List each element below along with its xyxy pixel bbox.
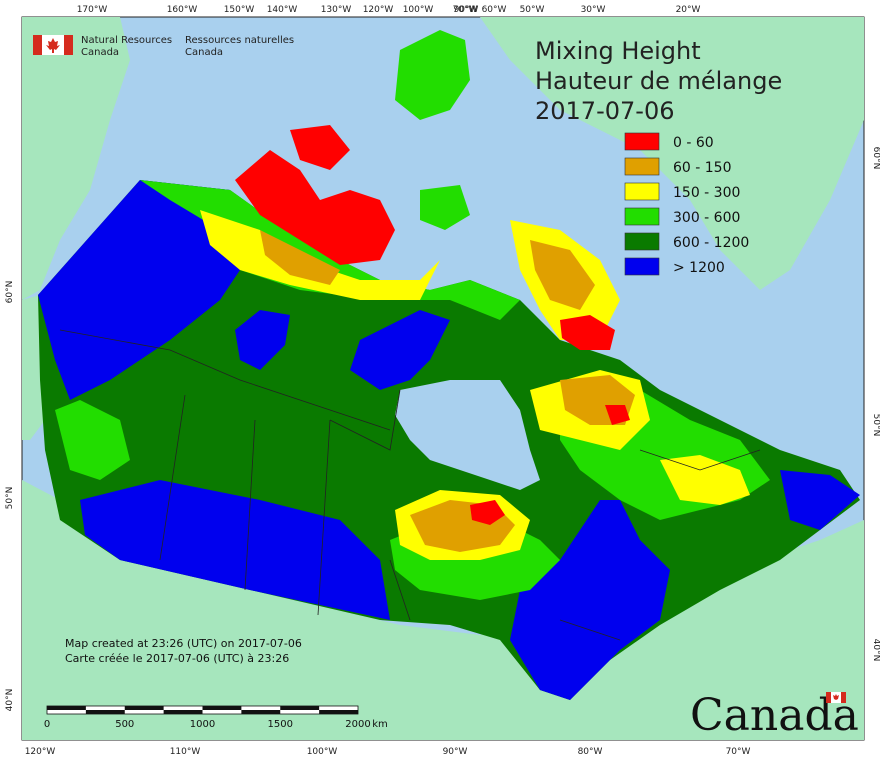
map-date: 2017-07-06 bbox=[535, 97, 674, 125]
scale-label: 500 bbox=[115, 719, 134, 730]
lon-label-top: 30°W bbox=[581, 5, 606, 15]
greenland-land bbox=[480, 17, 864, 290]
lon-label-top: 120°W bbox=[363, 5, 394, 15]
legend: 0 - 60 60 - 150 150 - 300 300 - 600 600 - 12… bbox=[624, 132, 749, 276]
graticule-top-labels: 170°W 160°W 150°W 140°W 130°W 120°W 100°W 90°W7… bbox=[77, 5, 701, 15]
legend-label: 300 - 600 bbox=[673, 210, 740, 226]
lon-label-top: 140°W bbox=[267, 5, 298, 15]
title-fr: Hauteur de mélange bbox=[535, 67, 782, 95]
lon-label-bottom: 120°W bbox=[25, 747, 56, 757]
legend-label: 60 - 150 bbox=[673, 160, 732, 176]
lat-label-left: 50°N bbox=[5, 487, 15, 510]
graticule-bottom-labels: 120°W 110°W 100°W 90°W 80°W 70°W bbox=[25, 747, 751, 757]
lat-label-right: 60°N bbox=[871, 147, 880, 170]
agency-fr-line1: Ressources naturelles bbox=[185, 35, 294, 46]
lon-label-bottom: 70°W bbox=[726, 747, 751, 757]
graticule-right-labels: 60°N 50°N 40°N bbox=[871, 147, 880, 662]
light-green-arctic-band bbox=[140, 180, 520, 320]
lon-label-top: 100°W bbox=[403, 5, 434, 15]
lon-label-top: 150°W bbox=[224, 5, 255, 15]
ellesmere-green bbox=[395, 30, 470, 120]
legend-swatch bbox=[624, 232, 660, 251]
lon-label-top: 160°W bbox=[167, 5, 198, 15]
red-baffin bbox=[290, 125, 350, 170]
blue-west-region bbox=[38, 180, 240, 400]
orange-arctic bbox=[260, 230, 340, 285]
agency-en-line2: Canada bbox=[81, 47, 119, 58]
agency-fr-line2: Canada bbox=[185, 47, 223, 58]
lon-label-top: 130°W bbox=[321, 5, 352, 15]
canada-wordmark: Canada bbox=[690, 690, 859, 741]
scale-unit: km bbox=[372, 719, 388, 730]
lat-label-left: 60°N bbox=[5, 281, 15, 304]
lon-label-top: 170°W bbox=[77, 5, 108, 15]
legend-swatch bbox=[624, 132, 660, 151]
usa-land bbox=[22, 480, 864, 740]
map-area bbox=[22, 17, 864, 740]
legend-swatch bbox=[624, 257, 660, 276]
lon-label-bottom: 90°W bbox=[443, 747, 468, 757]
legend-label: 150 - 300 bbox=[673, 185, 740, 201]
scale-segment bbox=[202, 706, 242, 710]
hudson-bay bbox=[395, 380, 540, 490]
legend-swatch bbox=[624, 182, 660, 201]
blue-prairie-region bbox=[80, 480, 390, 620]
lon-label-bottom: 80°W bbox=[578, 747, 603, 757]
light-green-bc-coast bbox=[55, 400, 130, 480]
yellow-quebec-east bbox=[660, 455, 750, 505]
scale-label: 1500 bbox=[268, 719, 293, 730]
lon-label-top: 50°W bbox=[520, 5, 545, 15]
scale-label: 2000 bbox=[345, 719, 370, 730]
alaska-land bbox=[22, 17, 130, 300]
blue-hudson-west bbox=[350, 310, 450, 390]
blue-ontario-region bbox=[510, 500, 670, 700]
lat-label-right: 40°N bbox=[871, 639, 880, 662]
agency-en-line1: Natural Resources bbox=[81, 35, 172, 46]
scale-segment bbox=[47, 706, 86, 710]
legend-label: > 1200 bbox=[673, 260, 725, 276]
lon-label-top: 70°W bbox=[453, 5, 478, 15]
lon-label-bottom: 110°W bbox=[170, 747, 201, 757]
red-quebec bbox=[605, 405, 630, 425]
lon-label-top: 90°W bbox=[454, 5, 479, 15]
legend-label: 0 - 60 bbox=[673, 135, 714, 151]
created-note-en: Map created at 23:26 (UTC) on 2017-07-06 bbox=[65, 637, 302, 650]
scale-segment bbox=[319, 710, 358, 714]
scale-label: 1000 bbox=[190, 719, 215, 730]
blue-nunavut-lake bbox=[235, 310, 290, 370]
lat-label-right: 50°N bbox=[871, 414, 880, 437]
lon-label-top: 60°W bbox=[482, 5, 507, 15]
scale-bar: 0 500 1000 1500 2000 km bbox=[44, 705, 388, 730]
title-block: Mixing Height Hauteur de mélange 2017-07… bbox=[535, 37, 782, 125]
legend-label: 600 - 1200 bbox=[673, 235, 749, 251]
orange-labrador bbox=[530, 240, 595, 310]
yellow-arctic-coast bbox=[200, 210, 440, 300]
blue-atlantic-region bbox=[780, 470, 860, 530]
scale-label: 0 bbox=[44, 719, 50, 730]
scale-segment bbox=[241, 710, 281, 714]
wordmark-flag-icon bbox=[826, 692, 846, 703]
legend-swatch bbox=[624, 157, 660, 176]
red-ontario bbox=[470, 500, 505, 525]
scale-segment bbox=[163, 710, 203, 714]
red-arctic-islands bbox=[235, 150, 395, 265]
legend-swatch bbox=[624, 207, 660, 226]
canada-flag-icon bbox=[33, 35, 73, 55]
created-note-fr: Carte créée le 2017-07-06 (UTC) à 23:26 bbox=[65, 652, 289, 665]
graticule-left-labels: 60°N 50°N 40°N bbox=[5, 281, 15, 712]
lat-label-left: 40°N bbox=[5, 689, 15, 712]
province-borders bbox=[59, 329, 761, 641]
devon-green bbox=[420, 185, 470, 230]
red-labrador bbox=[560, 315, 615, 350]
lon-label-bottom: 100°W bbox=[307, 747, 338, 757]
title-en: Mixing Height bbox=[535, 37, 701, 65]
scale-segment bbox=[85, 710, 125, 714]
lon-label-top: 20°W bbox=[676, 5, 701, 15]
agency-header: Natural Resources Canada Ressources natu… bbox=[33, 35, 294, 58]
scale-segment bbox=[124, 706, 164, 710]
scale-segment bbox=[280, 706, 320, 710]
